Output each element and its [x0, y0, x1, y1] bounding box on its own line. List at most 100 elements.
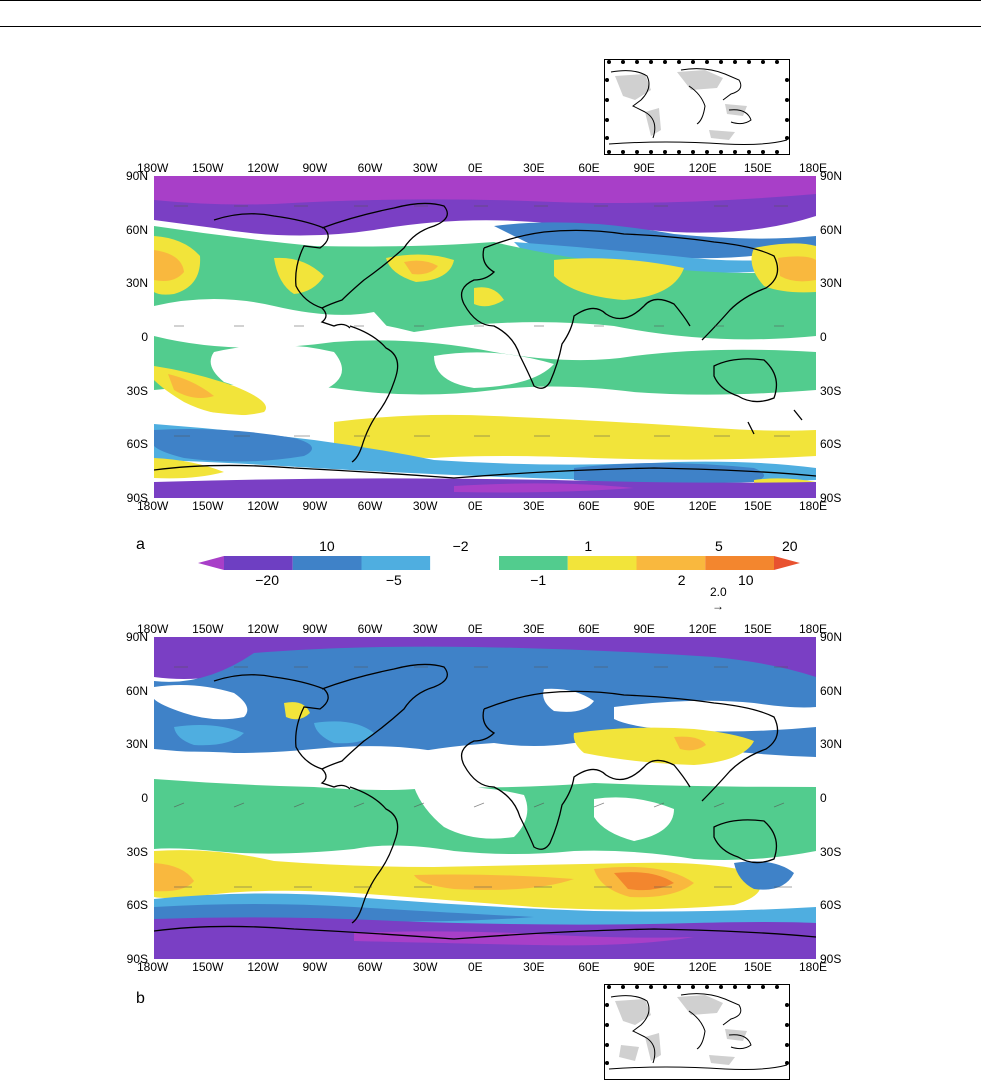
panel-a-lon-label-bottom: 30W [412, 499, 438, 513]
colorbar-lower-label: −1 [530, 572, 547, 588]
panel-a-lon-label-top: 60E [578, 161, 600, 175]
panel-b-lon-label-top: 90W [302, 622, 328, 636]
panel-b-lat-label-left: 90S [126, 952, 148, 966]
panel-b-lon-label-bottom: 120W [247, 960, 279, 974]
panel-a-lat-label-left: 90S [126, 491, 148, 505]
panel-a-lat-label-left: 60N [125, 222, 148, 237]
panel-b-lat-label-left: 90N [125, 630, 148, 644]
panel-a-lon-label-top: 150E [743, 161, 772, 175]
panel-b-lon-label-top: 60E [578, 622, 600, 636]
panel-b-lon-label-bottom: 120E [688, 960, 717, 974]
panel-b-lon-label-bottom: 60W [357, 960, 383, 974]
panel-b-label: b [136, 990, 145, 1007]
panel-b-lat-label-right: 30N [820, 737, 843, 752]
panel-b-lon-label-top: 120W [247, 622, 279, 636]
panel-b-lat-label-right: 0 [820, 791, 827, 805]
panel-a-lon-label-bottom: 60W [357, 499, 383, 513]
panel-b-lon-label-top: 30E [523, 622, 545, 636]
panel-a-lon-label-top: 150W [192, 161, 224, 175]
panel-b-lon-label-bottom: 30E [523, 960, 545, 974]
panel-b-lat-label-right: 90S [820, 952, 842, 966]
colorbar-upper-label: −2 [452, 538, 469, 554]
colorbar-segment [705, 556, 774, 570]
panel-a-lat-label-left: 0 [141, 330, 148, 344]
panel-a-lon-label-top: 120E [688, 161, 717, 175]
panel-b-lon-label-top: 30W [412, 622, 438, 636]
panel-a-lat-label-right: 30N [820, 276, 843, 291]
panel-a-lon-label-bottom: 180W [137, 499, 169, 513]
panel-b-lon-label-bottom: 180E [799, 960, 828, 974]
colorbar-segment [499, 556, 568, 570]
colorbar-upper-label: 10 [319, 538, 335, 554]
reference-vector-arrow: → [712, 599, 724, 613]
colorbar-lower-label: −5 [385, 572, 402, 588]
colorbar-lower-label: 10 [738, 572, 754, 588]
inset-map-bottom [604, 984, 790, 1080]
panel-a-lon-label-bottom: 90W [302, 499, 328, 513]
panel-a-lat-label-right: 60S [820, 437, 842, 452]
panel-b-lon-label-top: 120E [688, 622, 717, 636]
panel-a-lon-label-top: 30W [412, 161, 438, 175]
panel-a-lon-label-top: 90W [302, 161, 328, 175]
panel-a-lon-label-bottom: 90E [633, 499, 655, 513]
panel-a-lat-label-left: 30N [125, 276, 148, 291]
panel-b-lon-label-top: 0E [468, 622, 483, 636]
panel-b-lat-label-right: 60S [820, 898, 842, 913]
panel-b-map [154, 637, 816, 959]
panel-b-lon-label-bottom: 90E [633, 960, 655, 974]
panel-a-lon-label-bottom: 0E [468, 499, 483, 513]
panel-a-lat-label-left: 60S [126, 437, 148, 452]
panel-b-lat-label-right: 30S [820, 844, 842, 859]
panel-a-map [154, 176, 816, 498]
colorbar-extend-high [774, 556, 800, 570]
panel-a-lon-label-top: 90E [633, 161, 655, 175]
panel-a-lon-label-top: 60W [357, 161, 383, 175]
colorbar-upper-label: 1 [584, 538, 593, 554]
header-rule [0, 26, 981, 27]
colorbar-upper-label: 20 [782, 538, 798, 554]
panel-b-lon-label-bottom: 150W [192, 960, 224, 974]
panel-a-lat-label-left: 90N [125, 169, 148, 183]
panel-b-lat-label-right: 90N [820, 630, 843, 644]
reference-vector-value: 2.0 [710, 585, 727, 599]
panel-b-lat-label-left: 0 [141, 791, 148, 805]
panel-a-lat-label-right: 90N [820, 169, 843, 183]
colorbar-segment [430, 556, 499, 570]
panel-a-lon-label-top: 0E [468, 161, 483, 175]
colorbar-upper-label: 5 [715, 538, 723, 554]
panel-a-lon-label-top: 30E [523, 161, 545, 175]
panel-b-lat-label-left: 30S [126, 844, 148, 859]
panel-a-lon-label-bottom: 120E [688, 499, 717, 513]
panel-b-lon-label-bottom: 90W [302, 960, 328, 974]
panel-b-lon-label-top: 60W [357, 622, 383, 636]
top-rule [0, 0, 981, 1]
colorbar-lower-label: 2 [677, 572, 686, 588]
panel-a-lon-label-bottom: 150W [192, 499, 224, 513]
panel-a-lon-label-bottom: 180E [799, 499, 828, 513]
colorbar-segment [292, 556, 362, 570]
colorbar-lower-label: −20 [255, 572, 279, 588]
panel-a-label: a [136, 536, 145, 553]
panel-b-lat-label-left: 60S [126, 898, 148, 913]
panel-b-lon-label-top: 180E [799, 622, 828, 636]
panel-a-lon-label-bottom: 150E [743, 499, 772, 513]
panel-a-lat-label-right: 0 [820, 330, 827, 344]
panel-a-lat-label-right: 60N [820, 222, 843, 237]
colorbar-segment [224, 556, 293, 570]
panel-b-lat-label-left: 30N [125, 737, 148, 752]
panel-b-lon-label-top: 150W [192, 622, 224, 636]
panel-b-lat-label-right: 60N [820, 683, 843, 698]
panel-a-lon-label-top: 180E [799, 161, 828, 175]
panel-b-lon-label-top: 180W [137, 622, 169, 636]
panel-b-lon-label-top: 150E [743, 622, 772, 636]
colorbar-segment [636, 556, 706, 570]
panel-a-lon-label-top: 120W [247, 161, 279, 175]
panel-b-lon-label-bottom: 150E [743, 960, 772, 974]
panel-b-lat-label-left: 60N [125, 683, 148, 698]
panel-b-lon-label-top: 90E [633, 622, 655, 636]
colorbar [198, 556, 800, 570]
colorbar-extend-low [198, 556, 224, 570]
panel-b-lon-label-bottom: 30W [412, 960, 438, 974]
panel-a-lon-label-bottom: 60E [578, 499, 600, 513]
panel-a-lat-label-left: 30S [126, 383, 148, 398]
